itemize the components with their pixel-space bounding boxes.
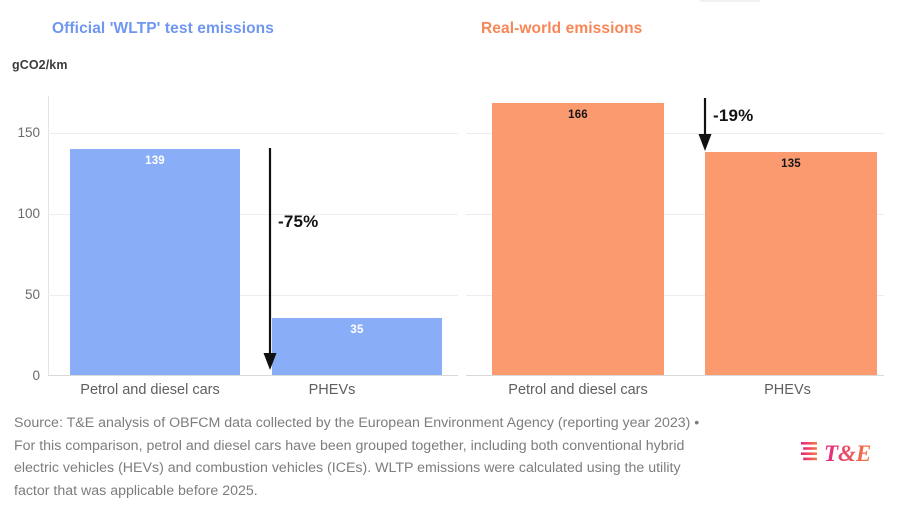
y-axis-unit-label: gCO2/km: [12, 58, 68, 72]
gridline-50-left: [48, 295, 458, 296]
x-tick-label-phev-right: PHEVs: [764, 382, 811, 398]
te-logo-wordmark: T&E: [824, 441, 871, 466]
bar-petrol-diesel-real-world[interactable]: 166: [492, 103, 664, 375]
x-tick-label-petrol-diesel-left: Petrol and diesel cars: [80, 382, 220, 398]
te-logo-mark: [801, 442, 817, 461]
bar-value-label: 35: [350, 324, 364, 336]
te-logo: T&E: [800, 438, 884, 468]
chart-left-wltp: 139 35 -75%: [48, 96, 458, 376]
y-tick-0: 0: [32, 368, 40, 383]
clipped-header-badge: [700, 0, 760, 2]
x-tick-label-petrol-diesel-right: Petrol and diesel cars: [508, 382, 648, 398]
annotation-label-minus-19: -19%: [713, 106, 754, 125]
gridline-100-left: [48, 214, 458, 215]
gridline-150-left: [48, 133, 458, 134]
gridline-100-right: [466, 214, 884, 215]
source-line-4: factor that was applicable before 2025.: [14, 482, 258, 499]
bar-petrol-diesel-wltp[interactable]: 139: [70, 149, 240, 375]
clipped-header-strip: [0, 0, 900, 8]
bar-phev-wltp[interactable]: 35: [272, 318, 442, 375]
panel-title-real-world: Real-world emissions: [481, 20, 643, 37]
annotation-label-minus-75: -75%: [278, 212, 319, 231]
y-axis-line-left: [48, 96, 49, 375]
footer-source-note: Source: T&E analysis of OBFCM data colle…: [14, 412, 794, 502]
bar-value-label: 135: [781, 158, 801, 170]
panel-title-wltp: Official 'WLTP' test emissions: [52, 20, 274, 37]
y-tick-100: 100: [17, 206, 40, 221]
clipped-header-text-right: [492, 0, 496, 3]
bar-phev-real-world[interactable]: 135: [705, 152, 877, 375]
x-tick-label-phev-left: PHEVs: [308, 382, 356, 398]
y-tick-50: 50: [24, 287, 40, 302]
gridline-50-right: [466, 295, 884, 296]
x-axis-line-right: [466, 375, 884, 376]
gridline-150-right: [466, 133, 884, 134]
source-line-3: electric vehicles (HEVs) and combustion …: [14, 460, 681, 476]
y-tick-150: 150: [17, 125, 40, 140]
chart-right-real-world: 166 135 -19%: [466, 96, 884, 376]
source-line-2: For this comparison, petrol and diesel c…: [14, 437, 685, 454]
x-axis-line-left: [48, 375, 458, 376]
clipped-header-text-left: [56, 0, 60, 3]
bar-value-label: 166: [568, 109, 588, 121]
bar-value-label: 139: [145, 155, 165, 167]
source-line-1: Source: T&E analysis of OBFCM data colle…: [14, 415, 700, 431]
